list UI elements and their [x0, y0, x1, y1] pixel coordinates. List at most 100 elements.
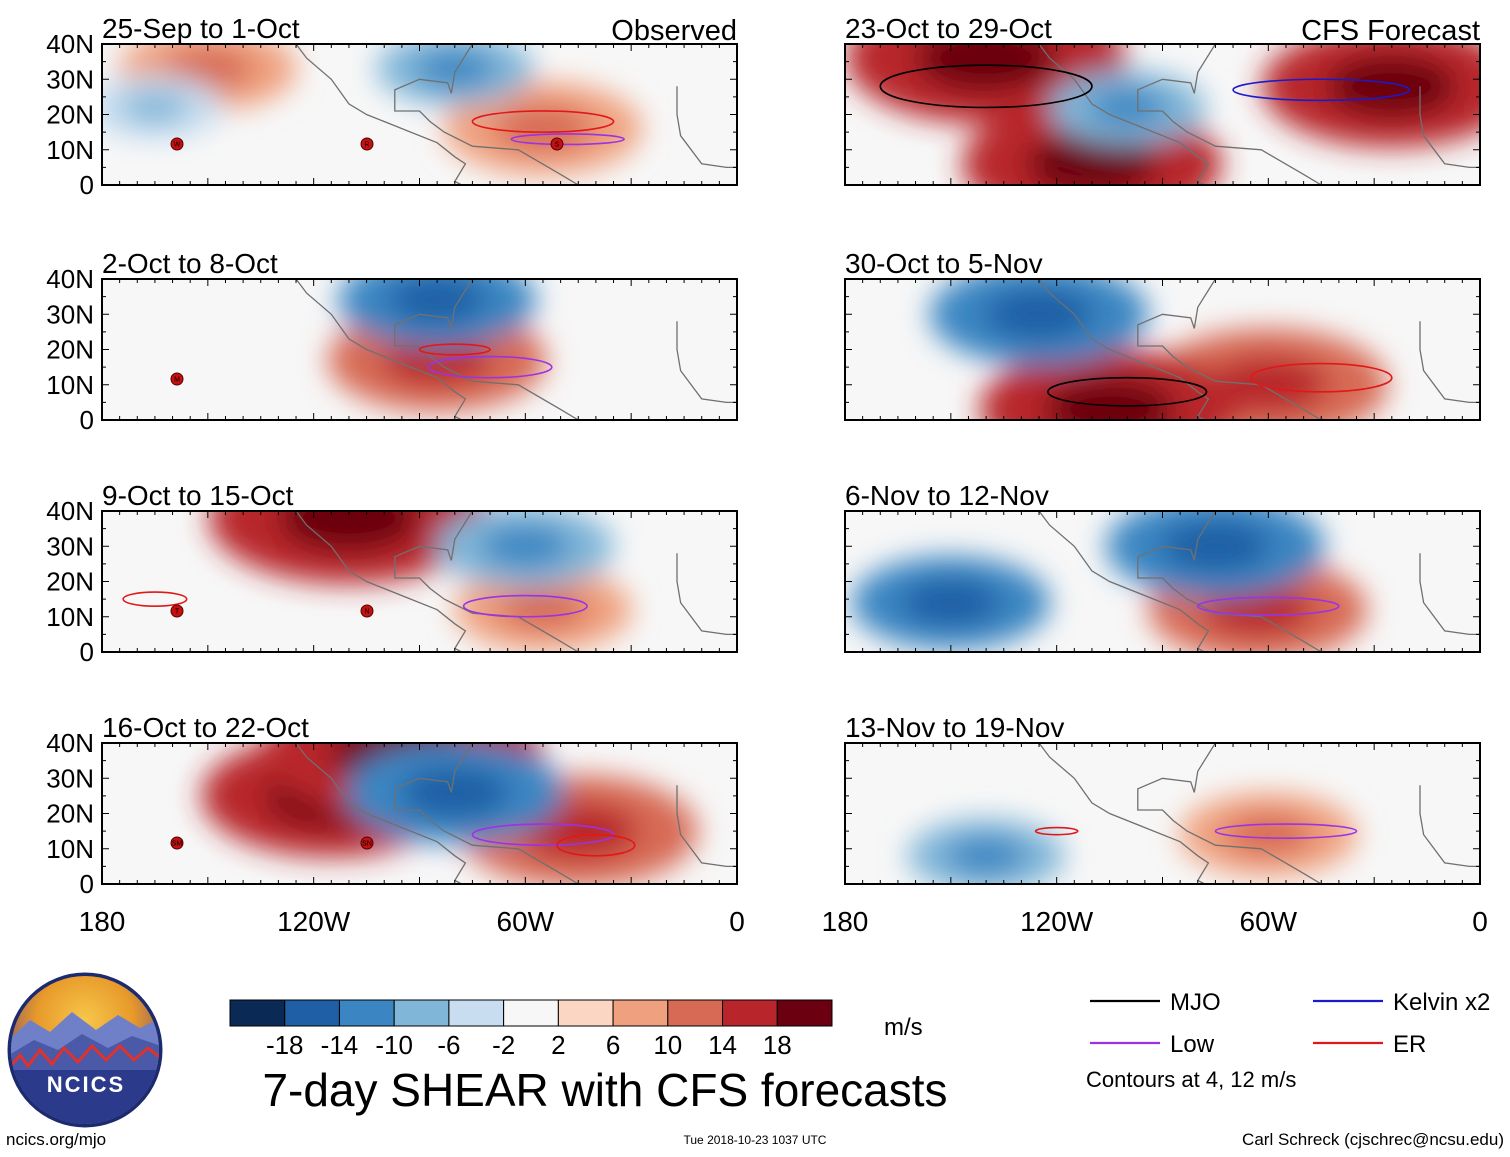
shear-field	[907, 743, 1480, 884]
contour-low	[471, 823, 615, 847]
legend-label: Kelvin x2	[1393, 989, 1490, 1016]
colorbar-swatch	[229, 999, 286, 1027]
coastline	[676, 553, 737, 636]
x-tick-label: 120W	[1020, 906, 1094, 937]
y-tick-label: 0	[80, 170, 94, 200]
colorbar-tick-label: -6	[437, 1030, 460, 1060]
colorbar-tick-label: -18	[266, 1030, 304, 1060]
panel-title: 13-Nov to 19-Nov	[845, 712, 1064, 743]
shear-anomaly-core	[498, 588, 588, 631]
y-tick-label: 40N	[46, 728, 94, 758]
panel-title: 2-Oct to 8-Oct	[102, 248, 278, 279]
y-tick-label: 10N	[46, 834, 94, 864]
shear-anomaly-core	[1208, 356, 1329, 414]
storm-marker	[170, 604, 184, 618]
storm-label: W	[174, 142, 181, 149]
storm-label: SM	[172, 841, 183, 848]
coastline	[1419, 785, 1480, 868]
panel-title: 9-Oct to 15-Oct	[102, 480, 294, 511]
y-tick-label: 0	[80, 637, 94, 667]
column-header: CFS Forecast	[1301, 15, 1480, 47]
storm-marker	[170, 836, 184, 850]
site-link[interactable]: ncics.org/mjo	[6, 1130, 107, 1149]
coastline	[1137, 511, 1322, 652]
map-panel: 30-Oct to 5-Nov	[844, 248, 1481, 421]
y-tick-label: 10N	[46, 370, 94, 400]
shear-anomaly-core	[916, 44, 1057, 92]
coastline	[1137, 44, 1322, 185]
contour-low	[462, 594, 588, 618]
map-panel: SM SN 16-Oct to 22-Oct	[101, 712, 738, 885]
timestamp: Tue 2018-10-23 1037 UTC	[683, 1133, 827, 1147]
storm-marker	[360, 137, 374, 151]
panel-title: 23-Oct to 29-Oct	[845, 13, 1052, 44]
shear-anomaly-core	[415, 49, 495, 88]
shear-field: SM SN	[170, 743, 737, 884]
colorbar-tick-label: 14	[708, 1030, 737, 1060]
x-tick-label: 60W	[497, 906, 555, 937]
ncics-logo	[7, 972, 163, 1128]
storm-marker	[360, 604, 374, 618]
shear-anomaly-core	[1326, 55, 1457, 118]
shear-anomaly-core	[493, 105, 593, 153]
colorbar-tick-label: 18	[763, 1030, 792, 1060]
storm-label: S	[555, 142, 560, 149]
y-tick-label: 20N	[46, 335, 94, 365]
storm-marker	[360, 836, 374, 850]
credit-text: Carl Schreck (cjschrec@ncsu.edu)	[1242, 1130, 1504, 1149]
legend-label: Low	[1170, 1031, 1215, 1058]
colorbar-swatch	[393, 999, 450, 1027]
contour-low	[427, 355, 553, 379]
y-tick-label: 40N	[46, 264, 94, 294]
contour-er	[471, 110, 615, 133]
colorbar-tick-label: -10	[375, 1030, 413, 1060]
coastline	[295, 511, 467, 652]
storm-marker	[550, 137, 564, 151]
panel-title: 30-Oct to 5-Nov	[845, 248, 1043, 279]
map-panel: W R S 25-Sep to 1-Oct Observed	[101, 13, 738, 186]
contour-mjo	[879, 64, 1093, 109]
contour-er	[1249, 362, 1393, 393]
y-tick-label: 20N	[46, 567, 94, 597]
shear-anomaly-core	[1027, 133, 1157, 185]
coastline	[295, 279, 467, 420]
legend-label: ER	[1393, 1031, 1426, 1058]
storm-marker	[170, 372, 184, 386]
shear-anomaly-core	[901, 579, 1001, 627]
colorbar-swatch	[448, 999, 505, 1027]
coastline	[1038, 743, 1210, 884]
y-tick-label: 10N	[46, 602, 94, 632]
panel-title: 16-Oct to 22-Oct	[102, 712, 309, 743]
colorbar-swatch	[667, 999, 724, 1027]
contour-low	[510, 133, 625, 146]
y-tick-label: 20N	[46, 100, 94, 130]
coastline	[1038, 279, 1210, 420]
coastline	[394, 279, 579, 420]
storm-label: T	[175, 609, 180, 616]
logo-text: NCICS	[46, 1072, 126, 1097]
colorbar-swatch	[284, 999, 340, 1027]
coastline	[676, 86, 737, 169]
storm-label: N	[364, 609, 369, 616]
shear-anomaly-core	[1223, 813, 1313, 856]
shear-anomaly-core	[278, 511, 420, 552]
colorbar-swatch	[776, 999, 833, 1027]
colorbar-swatch	[557, 999, 614, 1027]
colorbar-tick-label: 6	[606, 1030, 620, 1060]
storm-label: SN	[362, 841, 372, 848]
colorbar-swatch	[722, 999, 778, 1027]
y-tick-label: 0	[80, 869, 94, 899]
colorbar-tick-label: -2	[492, 1030, 515, 1060]
map-panel: 23-Oct to 29-Oct CFS Forecast	[844, 13, 1481, 186]
storm-label: R	[364, 142, 369, 149]
coastline	[1038, 511, 1210, 652]
coastline	[1419, 321, 1480, 404]
map-panel: T N 9-Oct to 15-Oct	[101, 480, 738, 653]
coastline	[295, 743, 467, 884]
x-tick-label: 0	[1472, 906, 1488, 937]
contour-er	[122, 591, 188, 607]
shear-field	[851, 511, 1480, 652]
colorbar-tick-label: 2	[551, 1030, 565, 1060]
shear-anomaly-core	[120, 91, 190, 124]
shear-anomaly-core	[1160, 520, 1271, 573]
